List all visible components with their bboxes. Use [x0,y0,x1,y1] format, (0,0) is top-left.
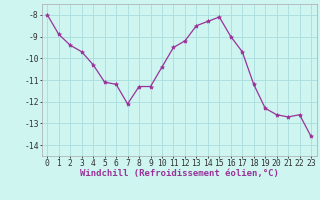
X-axis label: Windchill (Refroidissement éolien,°C): Windchill (Refroidissement éolien,°C) [80,169,279,178]
